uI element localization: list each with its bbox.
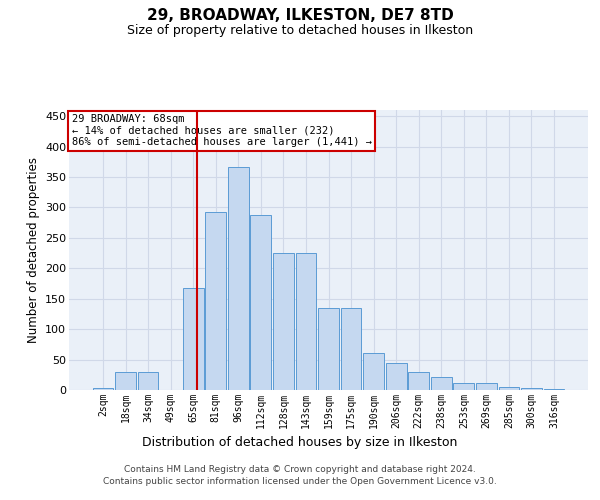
- Bar: [205, 212, 226, 390]
- Bar: [318, 308, 339, 390]
- Text: 29, BROADWAY, ILKESTON, DE7 8TD: 29, BROADWAY, ILKESTON, DE7 8TD: [146, 8, 454, 22]
- Bar: [544, 389, 565, 390]
- Y-axis label: Number of detached properties: Number of detached properties: [26, 157, 40, 343]
- Bar: [454, 384, 474, 390]
- Bar: [386, 363, 407, 390]
- Bar: [431, 376, 452, 390]
- Bar: [250, 216, 271, 390]
- Bar: [341, 308, 361, 390]
- Text: Distribution of detached houses by size in Ilkeston: Distribution of detached houses by size …: [142, 436, 458, 449]
- Bar: [363, 354, 384, 390]
- Text: 29 BROADWAY: 68sqm
← 14% of detached houses are smaller (232)
86% of semi-detach: 29 BROADWAY: 68sqm ← 14% of detached hou…: [71, 114, 371, 148]
- Text: Size of property relative to detached houses in Ilkeston: Size of property relative to detached ho…: [127, 24, 473, 37]
- Bar: [92, 388, 113, 390]
- Bar: [521, 388, 542, 390]
- Bar: [409, 372, 429, 390]
- Bar: [115, 372, 136, 390]
- Bar: [476, 382, 497, 390]
- Bar: [183, 288, 203, 390]
- Bar: [499, 387, 520, 390]
- Bar: [273, 253, 294, 390]
- Bar: [137, 372, 158, 390]
- Bar: [228, 167, 248, 390]
- Text: Contains HM Land Registry data © Crown copyright and database right 2024.
Contai: Contains HM Land Registry data © Crown c…: [103, 464, 497, 486]
- Bar: [296, 253, 316, 390]
